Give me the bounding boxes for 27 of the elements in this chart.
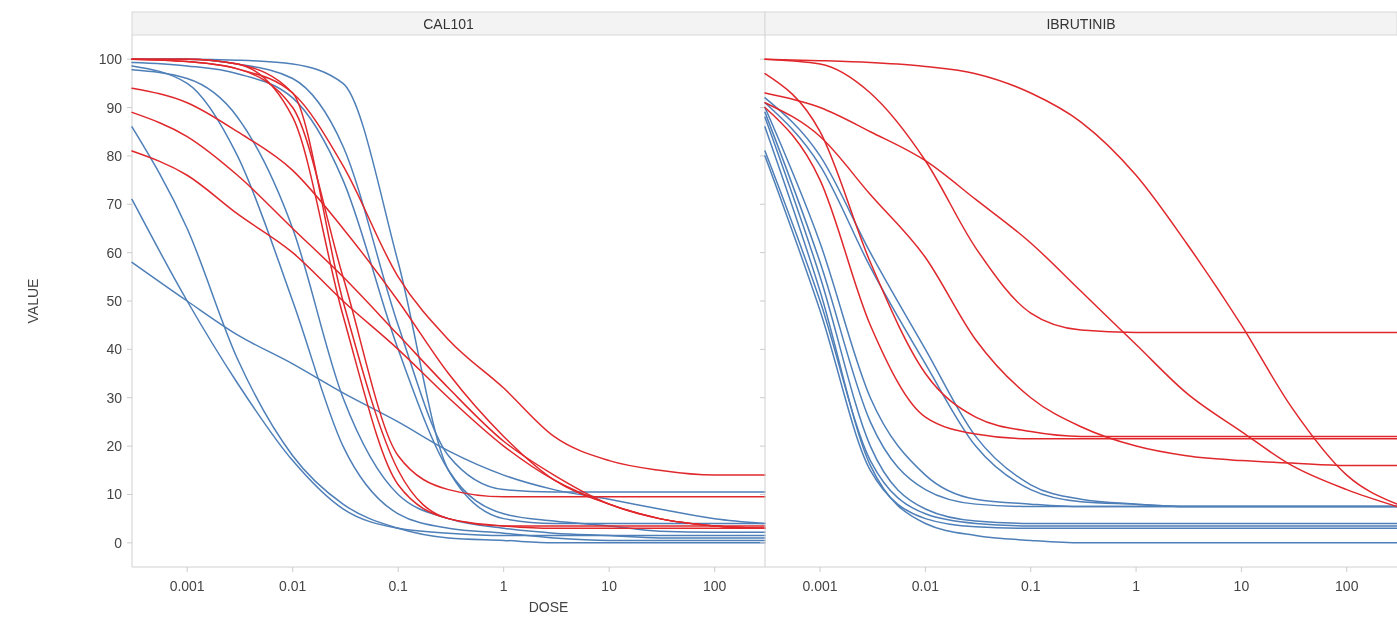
x-tick-label: 0.01 (911, 578, 940, 594)
y-tick-label: 90 (106, 99, 123, 116)
y-axis-title: VALUE (25, 278, 41, 324)
x-tick-label: 100 (702, 578, 727, 594)
x-tick-label: 0.001 (802, 578, 838, 594)
chart-title: CAL101 (423, 15, 475, 32)
x-tick-label: 0.1 (388, 578, 409, 594)
y-tick-label: 50 (106, 293, 123, 309)
y-tick-label: 30 (106, 389, 123, 406)
y-tick-label: 100 (98, 51, 123, 68)
y-tick-label: 70 (106, 196, 123, 213)
y-tick-label: 20 (106, 438, 123, 455)
x-tick-label: 0.01 (279, 578, 307, 594)
y-tick-label: 80 (106, 147, 123, 164)
x-axis-title: DOSE (528, 599, 569, 615)
chart-title: IBRUTINIB (1046, 15, 1116, 32)
y-tick-label: 0 (114, 534, 123, 551)
y-tick-label: 60 (106, 244, 123, 261)
x-tick-label: 100 (1335, 578, 1359, 594)
x-tick-label: 0.1 (1021, 578, 1041, 594)
x-tick-label: 10 (1233, 578, 1250, 594)
y-tick-label: 40 (106, 341, 123, 358)
x-tick-label: 1 (1132, 578, 1141, 594)
y-tick-label: 10 (106, 486, 123, 503)
x-tick-label: 0.001 (169, 578, 205, 594)
x-tick-label: 10 (601, 578, 618, 594)
x-tick-label: 1 (499, 578, 508, 594)
